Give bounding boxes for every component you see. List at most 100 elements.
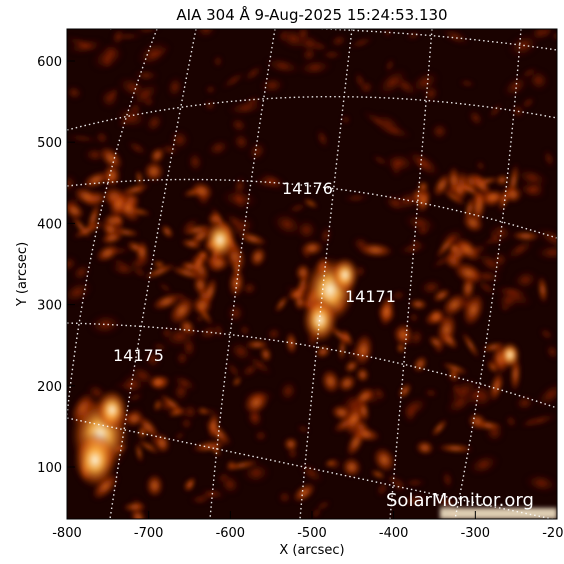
plasma-blob: [67, 173, 78, 194]
solarmonitor-credit: SolarMonitor.org: [386, 490, 534, 511]
y-tick-label: 500: [37, 136, 62, 151]
y-tick-label: 600: [37, 55, 62, 70]
plasma-blob: [88, 312, 123, 337]
plasma-blob: [213, 54, 223, 68]
plasma-blob: [196, 324, 222, 341]
plasma-blob: [224, 212, 247, 232]
plasma-blob: [475, 251, 506, 275]
longitude-line: [454, 29, 522, 519]
plasma-blob: [191, 295, 213, 317]
plasma-blob: [440, 362, 470, 375]
plasma-blob: [219, 188, 259, 210]
plasma-blob: [409, 70, 441, 95]
plasma-blob: [447, 242, 462, 256]
plasma-blob: [300, 240, 325, 256]
plasma-blob: [329, 34, 348, 48]
plasma-blob: [173, 431, 186, 441]
plasma-blob: [169, 266, 205, 280]
plasma-blob: [545, 343, 557, 361]
plasma-blob: [168, 295, 196, 326]
plasma-blob: [109, 261, 138, 277]
plasma-blob: [278, 379, 298, 403]
plasma-blob: [242, 390, 270, 415]
plasma-blob: [95, 243, 120, 263]
plasma-blob: [358, 399, 370, 423]
plasma-blob: [144, 349, 162, 370]
plasma-blob: [241, 280, 258, 296]
plasma-blob: [297, 58, 334, 77]
plasma-blob: [190, 181, 214, 201]
plasma-blob: [320, 50, 344, 60]
plasma-blob: [431, 418, 448, 438]
plasma-blob: [226, 99, 266, 116]
y-tick-label: 300: [37, 299, 62, 314]
plasma-blob: [341, 456, 362, 478]
plasma-blob: [461, 330, 480, 360]
plasma-blob: [206, 139, 231, 157]
plasma-blob: [247, 140, 268, 162]
x-axis: -800 -700 -600 -500 -400 -300 -200: [52, 511, 564, 541]
plasma-blob: [340, 114, 351, 125]
plasma-blob: [489, 370, 504, 403]
plasma-blob: [158, 393, 185, 415]
x-tick-label: -400: [379, 526, 409, 541]
region-label-14175: 14175: [113, 346, 164, 365]
plasma-blob: [302, 198, 319, 209]
plasma-blob: [474, 177, 501, 185]
plasma-blob: [372, 446, 396, 474]
plasma-blob: [130, 507, 147, 519]
plasma-blob: [537, 275, 548, 305]
region-label-14171: 14171: [345, 287, 396, 306]
plasma-blob: [145, 473, 164, 498]
plasma-blob: [535, 381, 557, 409]
y-tick-label: 100: [37, 461, 62, 476]
plasma-blob: [67, 201, 85, 220]
plasma-blob: [471, 188, 487, 225]
plasma-blob: [408, 312, 420, 323]
plasma-blob: [447, 165, 460, 195]
solar-image: [67, 29, 557, 519]
plasma-blob: [337, 374, 357, 393]
plasma-blob: [259, 76, 286, 95]
plasma-blob: [423, 388, 439, 398]
latitude-line: [67, 417, 556, 519]
plasma-blob: [110, 29, 126, 47]
plasma-blob: [384, 57, 395, 74]
plasma-blob: [539, 327, 554, 341]
y-axis-label: Y (arcsec): [15, 242, 30, 307]
plasma-blob: [142, 263, 177, 280]
plasma-blob: [432, 172, 451, 198]
plasma-blob: [265, 326, 282, 342]
plasma-blob: [237, 232, 268, 246]
figure-title: AIA 304 Å 9-Aug-2025 15:24:53.130: [176, 5, 447, 24]
plasma-blob: [135, 240, 149, 265]
plasma-blob: [435, 232, 457, 260]
plasma-blob: [341, 328, 354, 348]
plasma-blob: [239, 324, 251, 337]
plasma-blob: [342, 194, 371, 203]
plasma-blob: [135, 169, 143, 186]
x-tick-label: -700: [134, 526, 164, 541]
latitude-line: [67, 322, 557, 409]
plasma-blob: [467, 108, 484, 127]
x-tick-label: -800: [52, 526, 82, 541]
plasma-blob: [181, 224, 213, 236]
plasma-blob: [249, 246, 267, 268]
plasma-blob: [353, 387, 376, 407]
plasma-blob: [475, 160, 486, 172]
plasma-blob: [382, 152, 417, 174]
plasma-blob: [383, 194, 407, 212]
plasma-blob: [453, 237, 482, 263]
plasma-blob: [433, 495, 461, 512]
plasma-blob: [263, 57, 302, 75]
plasma-blob: [119, 371, 146, 396]
bright-patch: [73, 431, 117, 489]
plasma-blob: [148, 374, 168, 390]
plasma-blob: [207, 410, 220, 441]
x-tick-label: -500: [297, 526, 327, 541]
plasma-blob: [376, 67, 409, 98]
plasma-blob: [100, 231, 125, 245]
plasma-blob: [527, 69, 551, 92]
plasma-blob: [467, 453, 500, 476]
